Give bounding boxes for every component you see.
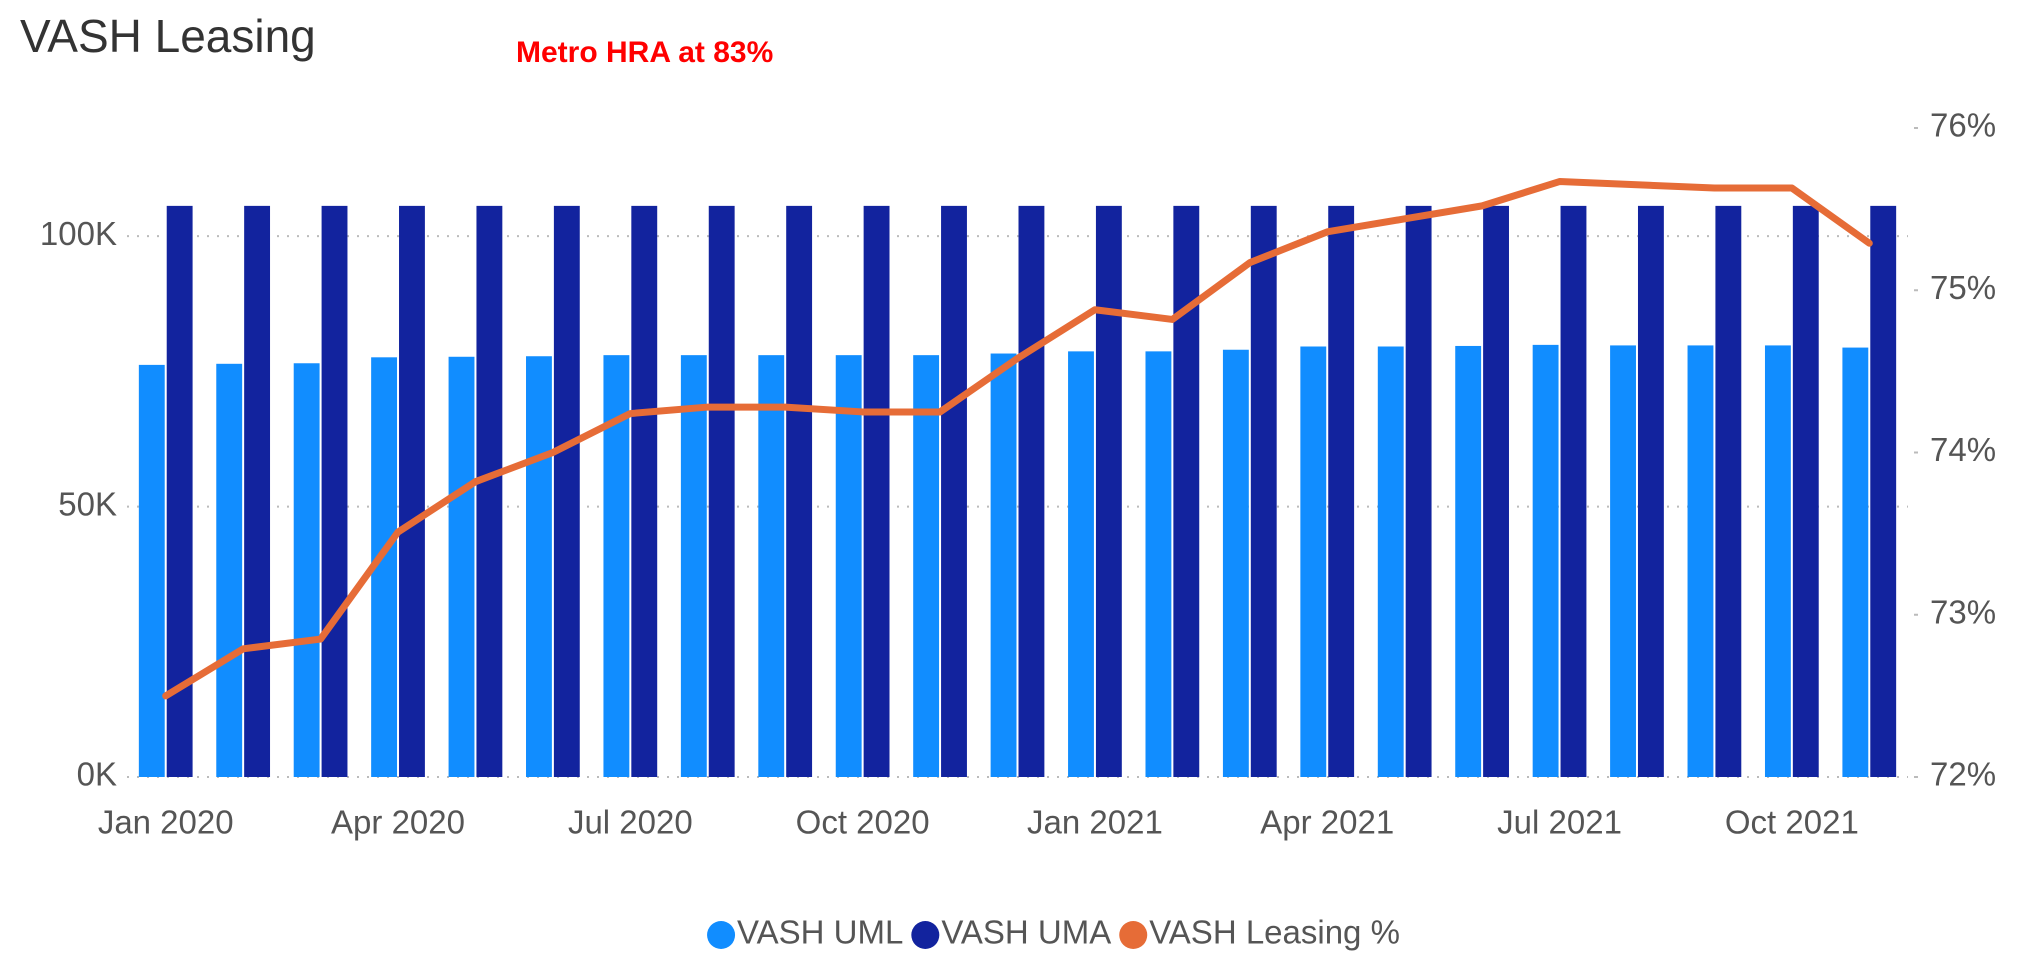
legend-label: VASH Leasing % — [1149, 914, 1400, 951]
y-tick-label: 100K — [40, 215, 117, 252]
bar — [526, 356, 552, 777]
bar — [399, 205, 425, 777]
legend-label: VASH UMA — [941, 914, 1111, 951]
x-tick-label: Oct 2021 — [1725, 804, 1859, 841]
bar — [1870, 205, 1897, 777]
legend-marker — [707, 921, 736, 949]
x-tick-label: Jul 2020 — [568, 804, 693, 841]
y-tick-label: 50K — [58, 485, 117, 522]
bar — [1145, 351, 1172, 777]
bar — [1687, 345, 1714, 777]
x-tick-label: Jan 2021 — [1027, 804, 1163, 841]
bar — [293, 363, 320, 777]
y2-tick-label: 72% — [1930, 756, 1996, 793]
bar — [913, 355, 940, 777]
y-tick-label: 0K — [77, 756, 117, 793]
bar — [1792, 205, 1819, 777]
bar — [680, 355, 707, 777]
bar — [863, 205, 890, 777]
bar — [1532, 344, 1559, 777]
y2-tick-label: 75% — [1930, 269, 1996, 306]
bar — [321, 205, 348, 777]
bar — [138, 364, 165, 777]
bar — [1405, 205, 1432, 777]
bar — [1715, 205, 1742, 777]
bar — [1018, 205, 1045, 777]
bar — [941, 205, 967, 777]
line — [162, 178, 1873, 700]
bar — [786, 205, 813, 777]
chart-title: VASH Leasing — [20, 10, 316, 62]
bar — [631, 205, 658, 777]
bar — [1483, 205, 1509, 777]
bar — [1764, 345, 1791, 777]
bar — [1610, 345, 1636, 777]
bar — [476, 205, 503, 777]
bar — [1173, 205, 1200, 777]
bar — [990, 353, 1017, 777]
legend-marker — [1119, 921, 1148, 949]
x-tick-label: Jul 2021 — [1497, 804, 1622, 841]
bar — [1328, 205, 1355, 777]
bar — [758, 355, 785, 777]
bar — [1068, 351, 1094, 777]
y2-tick-label: 74% — [1930, 431, 1996, 468]
bar — [216, 363, 243, 777]
y2-tick-label: 73% — [1930, 593, 1996, 630]
bar — [1222, 349, 1249, 777]
x-tick-label: Jan 2020 — [98, 804, 234, 841]
bar — [1300, 346, 1327, 777]
annotation: Metro HRA at 83% — [516, 36, 773, 69]
bar — [1250, 205, 1277, 777]
legend-marker — [911, 921, 940, 949]
legend-label: VASH UML — [737, 914, 903, 951]
bar — [244, 205, 271, 777]
bar — [708, 205, 735, 777]
x-tick-label: Oct 2020 — [796, 804, 930, 841]
bar — [1377, 346, 1404, 777]
x-tick-label: Apr 2020 — [331, 804, 465, 841]
bar — [1455, 345, 1482, 777]
bar — [1842, 347, 1869, 777]
bar — [1095, 205, 1122, 777]
bar — [1560, 205, 1587, 777]
bar — [835, 355, 862, 777]
bar — [553, 205, 580, 777]
x-tick-label: Apr 2021 — [1260, 804, 1394, 841]
y2-tick-label: 76% — [1930, 107, 1996, 144]
bar — [1637, 205, 1664, 777]
bar — [448, 356, 475, 777]
